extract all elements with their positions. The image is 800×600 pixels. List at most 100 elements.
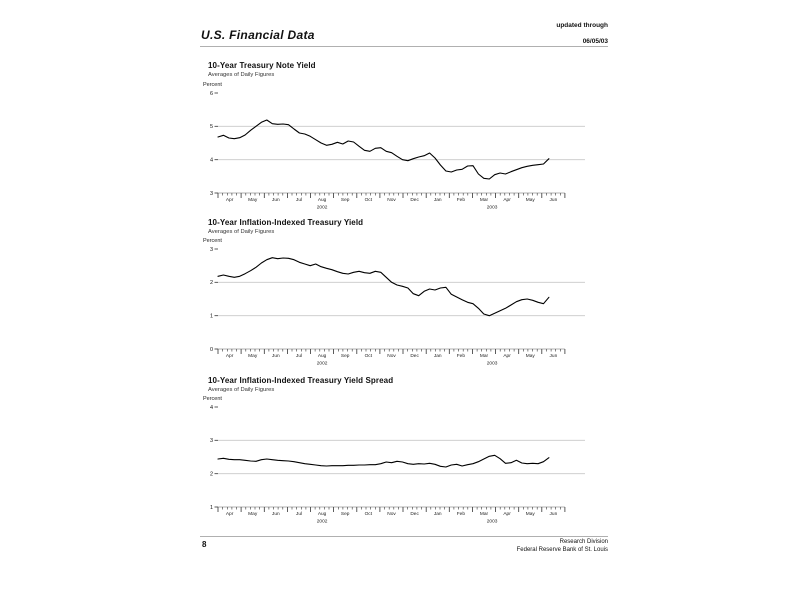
series-line <box>217 454 550 468</box>
updated-through-label: updated through 06/05/03 <box>470 22 608 46</box>
x-axis-ticks <box>217 348 566 354</box>
svg-text:Nov: Nov <box>387 353 396 359</box>
chart1-title: 10-Year Treasury Note Yield <box>208 61 316 70</box>
svg-text:Sep: Sep <box>341 353 350 359</box>
svg-text:May: May <box>248 353 258 359</box>
publisher-bank: Federal Reserve Bank of St. Louis <box>516 546 608 553</box>
svg-text:2: 2 <box>210 280 213 286</box>
svg-text:May: May <box>248 511 258 517</box>
svg-text:Dec: Dec <box>410 511 419 517</box>
x-axis-ticks <box>217 506 566 512</box>
y-gridlines <box>218 125 585 161</box>
svg-text:2003: 2003 <box>487 205 498 211</box>
svg-text:Sep: Sep <box>341 197 350 203</box>
svg-text:Feb: Feb <box>457 511 466 517</box>
y-tick-labels: 1 2 3 4 <box>210 405 218 511</box>
svg-text:2002: 2002 <box>317 205 328 211</box>
footer-rule <box>200 536 608 537</box>
svg-text:Jun: Jun <box>272 353 280 359</box>
chart2-subtitle: Averages of Daily Figures <box>208 229 275 235</box>
svg-text:2002: 2002 <box>317 361 328 367</box>
header-rule <box>200 46 608 47</box>
chart3-plot: 1 2 3 4 Apr May Jun Jul Aug Sep Oct Nov Dec Jan Feb Mar… <box>210 405 585 525</box>
svg-text:Jul: Jul <box>296 197 302 203</box>
chart3-y-axis-label: Percent <box>203 396 222 402</box>
svg-text:Mar: Mar <box>480 197 489 203</box>
y-tick-labels: 3 4 5 6 <box>210 91 218 197</box>
svg-text:3: 3 <box>210 191 213 197</box>
svg-text:Apr: Apr <box>503 353 511 359</box>
svg-text:Apr: Apr <box>226 511 234 517</box>
publisher-division: Research Division <box>559 539 608 545</box>
svg-text:Jan: Jan <box>434 511 442 517</box>
svg-text:2: 2 <box>210 472 213 478</box>
month-labels: Apr May Jun Jul Aug Sep Oct Nov Dec Jan Feb Mar Apr M… <box>226 197 558 203</box>
svg-text:3: 3 <box>210 438 213 444</box>
svg-text:4: 4 <box>210 405 213 411</box>
svg-text:5: 5 <box>210 124 213 130</box>
chart1-y-axis-label: Percent <box>203 82 222 88</box>
svg-text:Feb: Feb <box>457 353 466 359</box>
svg-text:May: May <box>526 197 536 203</box>
series-line <box>217 257 550 317</box>
svg-text:Apr: Apr <box>226 197 234 203</box>
svg-text:Jun: Jun <box>550 353 558 359</box>
svg-text:Feb: Feb <box>457 197 466 203</box>
updated-through-date: 06/05/03 <box>582 38 608 45</box>
svg-text:Nov: Nov <box>387 511 396 517</box>
publisher-credit: Research Division Federal Reserve Bank o… <box>400 539 608 554</box>
svg-text:Oct: Oct <box>365 511 373 517</box>
year-labels: 2002 2003 <box>317 519 498 525</box>
svg-text:Aug: Aug <box>318 511 327 517</box>
chart2-title: 10-Year Inflation-Indexed Treasury Yield <box>208 218 364 227</box>
svg-text:Oct: Oct <box>365 353 373 359</box>
svg-text:2003: 2003 <box>487 519 498 525</box>
svg-text:Jun: Jun <box>550 511 558 517</box>
svg-text:4: 4 <box>210 158 213 164</box>
chart1-plot: 3 4 5 6 Apr May Jun Jul Aug Sep Oct Nov Dec Jan Feb Mar… <box>210 91 585 211</box>
svg-text:0: 0 <box>210 347 213 353</box>
svg-text:Aug: Aug <box>318 197 327 203</box>
y-tick-labels: 0 1 2 3 <box>210 247 218 353</box>
svg-text:Jul: Jul <box>296 511 302 517</box>
chart3-title: 10-Year Inflation-Indexed Treasury Yield… <box>208 376 394 385</box>
svg-text:6: 6 <box>210 91 213 97</box>
chart2-plot: 0 1 2 3 Apr May Jun Jul Aug Sep Oct Nov Dec Jan Feb Mar… <box>210 247 585 367</box>
updated-through-line1: updated through <box>556 22 608 29</box>
svg-text:Jul: Jul <box>296 353 302 359</box>
svg-text:Mar: Mar <box>480 353 489 359</box>
svg-text:Sep: Sep <box>341 511 350 517</box>
publication-title: U.S. Financial Data <box>201 28 315 42</box>
svg-text:Apr: Apr <box>503 511 511 517</box>
svg-text:3: 3 <box>210 247 213 253</box>
svg-text:Jun: Jun <box>272 197 280 203</box>
svg-text:2003: 2003 <box>487 361 498 367</box>
x-axis-ticks <box>217 192 566 198</box>
svg-text:2002: 2002 <box>317 519 328 525</box>
svg-text:Apr: Apr <box>503 197 511 203</box>
svg-text:Jan: Jan <box>434 197 442 203</box>
svg-text:Dec: Dec <box>410 353 419 359</box>
month-labels: Apr May Jun Jul Aug Sep Oct Nov Dec Jan Feb Mar Apr M… <box>226 511 558 517</box>
svg-text:1: 1 <box>210 505 213 511</box>
svg-text:Jan: Jan <box>434 353 442 359</box>
svg-text:Dec: Dec <box>410 197 419 203</box>
svg-text:Oct: Oct <box>365 197 373 203</box>
svg-text:Jun: Jun <box>272 511 280 517</box>
chart2-y-axis-label: Percent <box>203 238 222 244</box>
month-labels: Apr May Jun Jul Aug Sep Oct Nov Dec Jan Feb Mar Apr M… <box>226 353 558 359</box>
svg-text:Apr: Apr <box>226 353 234 359</box>
svg-text:Nov: Nov <box>387 197 396 203</box>
y-gridlines <box>218 281 585 317</box>
svg-text:May: May <box>526 511 536 517</box>
svg-text:May: May <box>248 197 258 203</box>
year-labels: 2002 2003 <box>317 361 498 367</box>
chart1-subtitle: Averages of Daily Figures <box>208 72 275 78</box>
svg-text:Mar: Mar <box>480 511 489 517</box>
svg-text:May: May <box>526 353 536 359</box>
year-labels: 2002 2003 <box>317 205 498 211</box>
svg-text:Aug: Aug <box>318 353 327 359</box>
series-line <box>217 119 550 180</box>
y-gridlines <box>218 439 585 475</box>
